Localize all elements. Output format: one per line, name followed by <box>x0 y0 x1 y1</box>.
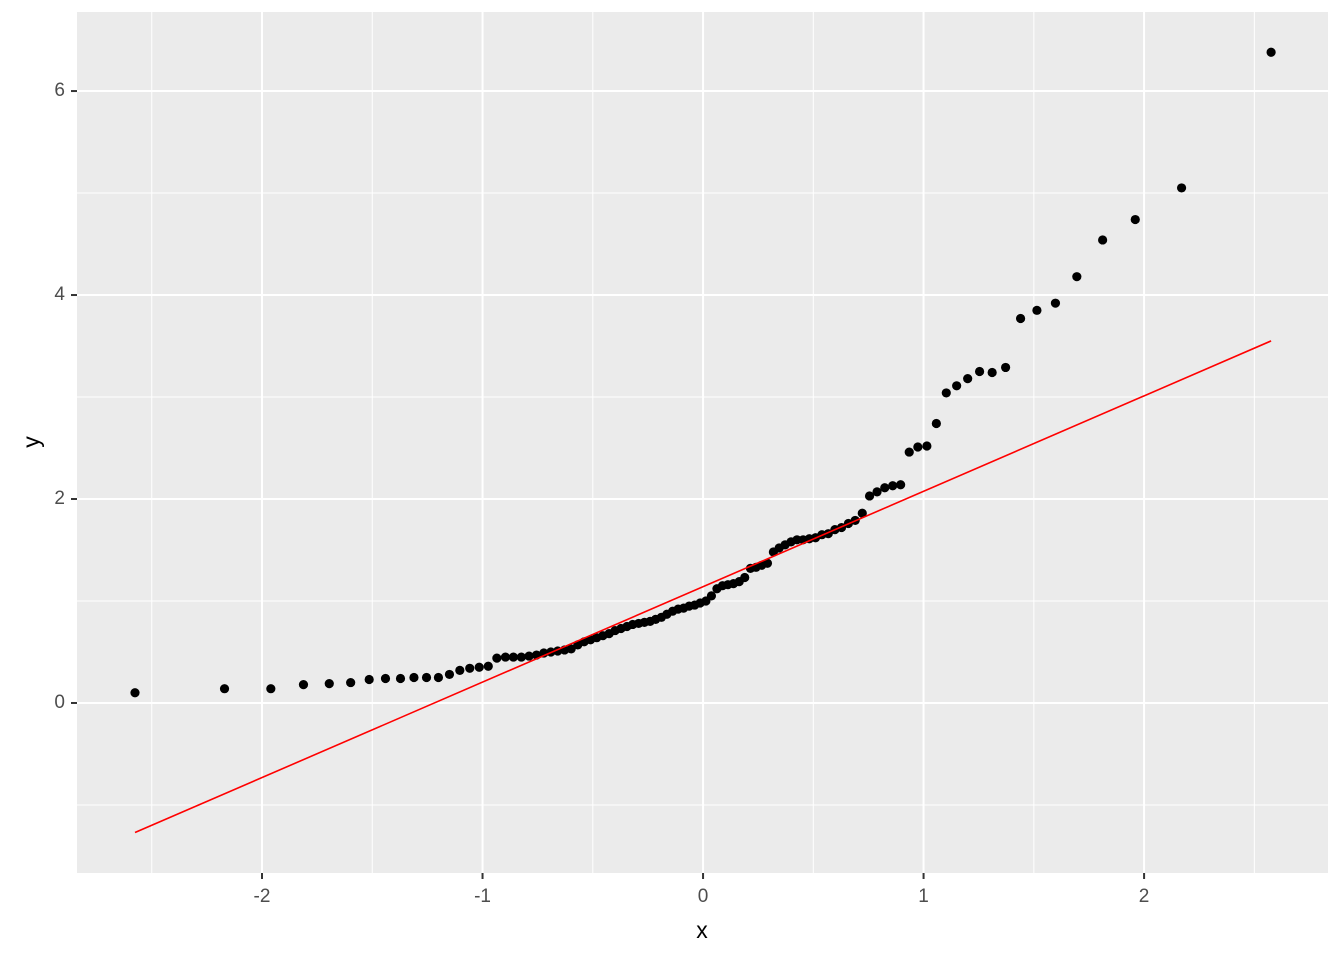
point <box>952 381 962 391</box>
point <box>444 669 455 680</box>
point <box>922 441 932 451</box>
point <box>1266 47 1276 57</box>
x-axis-title: x <box>696 917 708 943</box>
point <box>130 688 140 698</box>
point <box>346 677 356 688</box>
point <box>864 491 875 501</box>
point <box>483 661 493 671</box>
grid <box>77 12 1328 873</box>
x-tick-label: -2 <box>254 886 271 907</box>
point <box>1032 305 1042 315</box>
point <box>395 673 406 684</box>
point <box>1050 298 1061 308</box>
point <box>706 591 717 601</box>
point <box>455 665 465 675</box>
point <box>409 672 419 683</box>
point <box>987 367 997 378</box>
point <box>566 644 576 654</box>
point <box>324 679 334 689</box>
point <box>380 673 391 684</box>
point <box>913 442 923 452</box>
marks <box>130 47 1276 834</box>
point <box>266 684 276 694</box>
point <box>1130 214 1140 225</box>
point <box>500 652 511 662</box>
point <box>465 663 475 673</box>
x-tick-label: 0 <box>698 886 709 907</box>
y-tick-label: 4 <box>54 284 65 305</box>
point <box>740 572 750 583</box>
point <box>857 508 867 518</box>
x-tick-label: 1 <box>918 886 929 907</box>
x-tick-label: -1 <box>474 886 491 907</box>
point <box>516 652 526 662</box>
point <box>219 684 230 694</box>
point <box>1098 235 1108 245</box>
point <box>974 366 985 377</box>
point <box>1001 362 1011 373</box>
point <box>492 653 502 663</box>
point <box>364 674 374 685</box>
point <box>880 483 890 493</box>
point <box>508 652 519 662</box>
point <box>762 558 773 568</box>
y-tick-label: 0 <box>54 692 65 713</box>
point <box>931 418 941 429</box>
y-axis-title: y <box>18 436 44 448</box>
point <box>474 662 484 672</box>
point <box>872 487 882 497</box>
axes: -2 -1 0 1 2 0 2 4 6 <box>54 80 1149 907</box>
point <box>298 680 309 690</box>
point <box>524 651 534 661</box>
y-tick-label: 2 <box>54 488 65 509</box>
point <box>1015 313 1026 324</box>
point <box>896 480 906 490</box>
point <box>421 672 432 683</box>
reference-line <box>134 340 1272 834</box>
point <box>963 374 973 384</box>
point <box>941 388 951 398</box>
point <box>904 447 914 457</box>
point <box>433 672 444 683</box>
y-tick-label: 6 <box>54 80 65 101</box>
point <box>888 481 898 491</box>
x-tick-label: 2 <box>1139 886 1150 907</box>
point <box>1176 183 1187 193</box>
point <box>1072 272 1082 282</box>
